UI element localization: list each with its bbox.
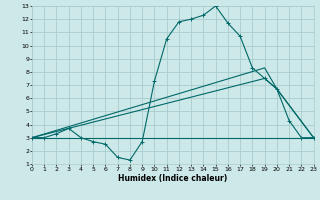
X-axis label: Humidex (Indice chaleur): Humidex (Indice chaleur) xyxy=(118,174,228,183)
